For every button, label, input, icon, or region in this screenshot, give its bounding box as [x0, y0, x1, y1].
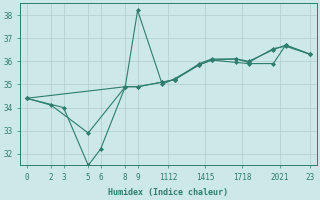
X-axis label: Humidex (Indice chaleur): Humidex (Indice chaleur): [108, 188, 228, 197]
